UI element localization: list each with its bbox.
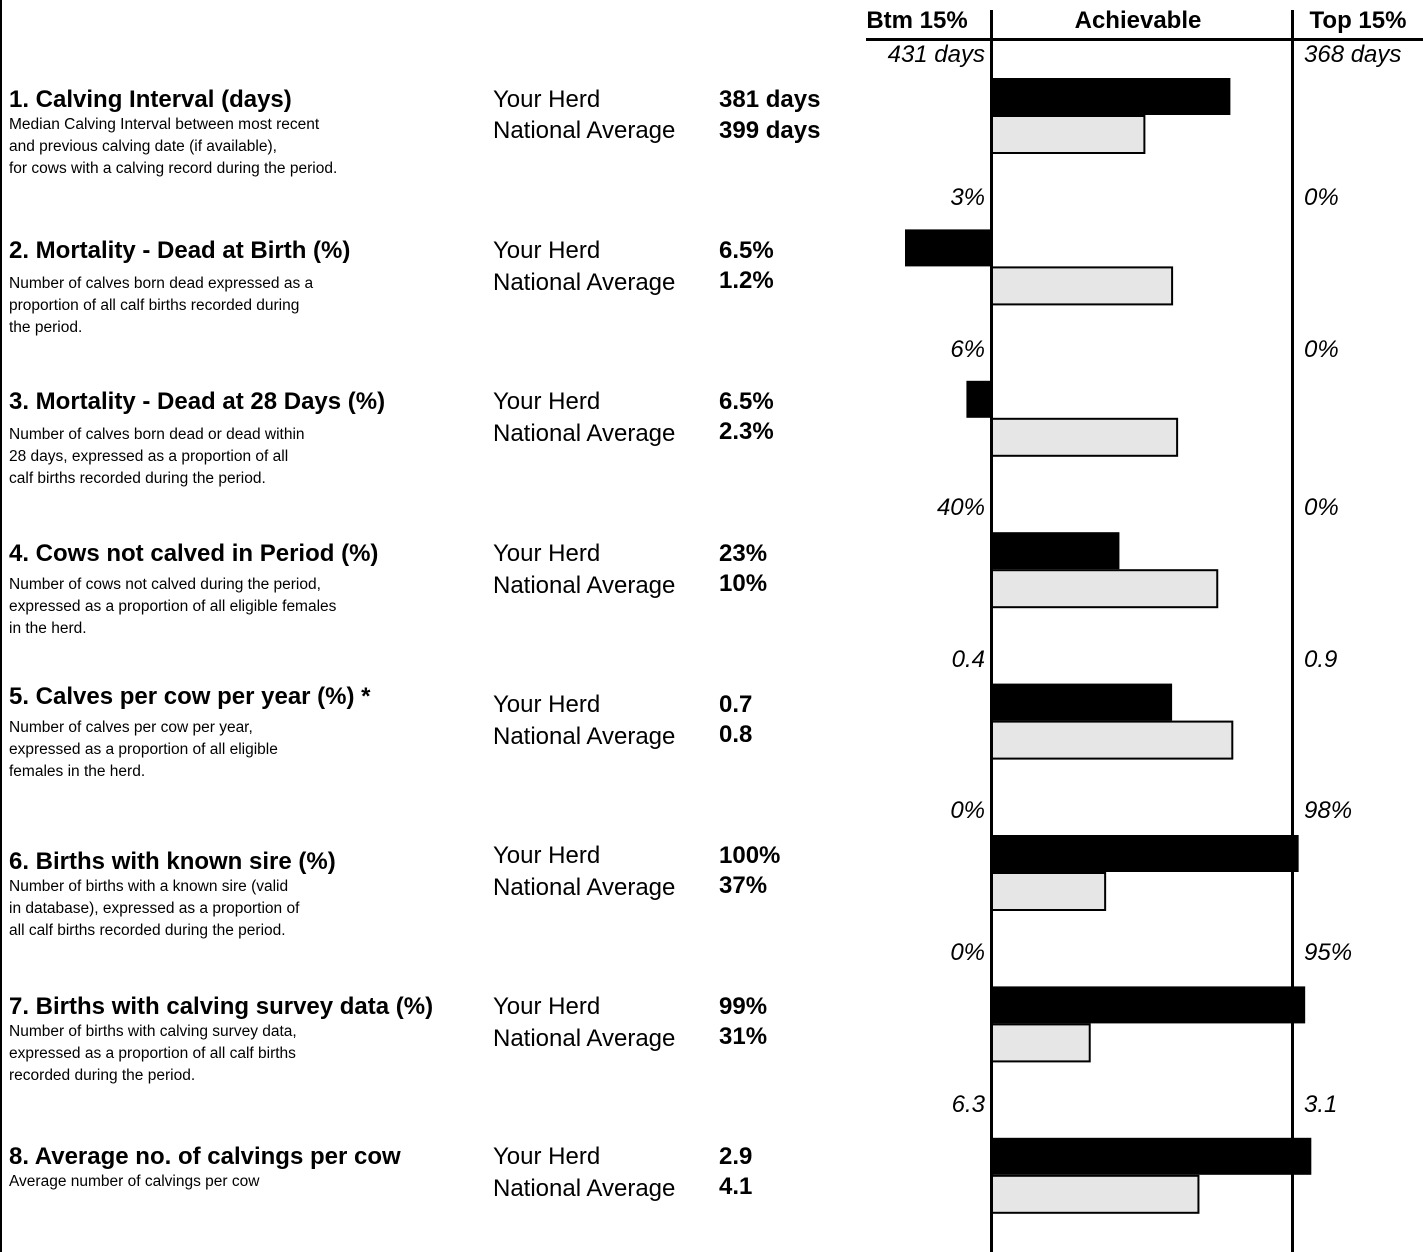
metric-block: 3. Mortality - Dead at 28 Days (%) Numbe… [9,388,489,490]
national-average-label: National Average [493,1025,676,1052]
national-average-label: National Average [493,723,676,750]
national-average-label: National Average [493,1175,676,1202]
metric-description: Median Calving Interval between most rec… [9,116,338,177]
national-average-value: 10% [719,570,768,597]
header-achievable: Achievable [1074,7,1202,34]
bottom-15-value: 6% [950,336,985,363]
your-herd-bar [991,532,1120,570]
bottom-15-reference-line [990,10,993,1252]
metric-title: 7. Births with calving survey data (%) [9,993,434,1020]
your-herd-bar [905,229,992,267]
your-herd-label: Your Herd [493,691,601,718]
national-average-bar [990,720,1234,760]
your-herd-bar [991,835,1299,872]
metric-title: 4. Cows not calved in Period (%) [9,540,379,567]
your-herd-label: Your Herd [493,1143,601,1170]
national-average-value: 4.1 [719,1173,753,1200]
national-average-value: 1.2% [719,267,774,294]
metric-description: Number of births with a known sire (vali… [9,878,300,939]
national-average-value: 2.3% [719,418,774,445]
top-15-value: 0.9 [1304,646,1338,673]
your-herd-label: Your Herd [493,842,601,869]
your-herd-value: 0.7 [719,691,753,718]
bottom-15-value: 6.3 [951,1091,985,1118]
your-herd-value: 99% [719,993,768,1020]
metric-title: 8. Average no. of calvings per cow [9,1143,401,1170]
national-average-value: 31% [719,1023,768,1050]
metric-description: Number of births with calving survey dat… [9,1023,297,1084]
bottom-15-value: 0% [950,797,985,824]
metric-description: Number of calves born dead expressed as … [9,275,314,336]
metric-title: 5. Calves per cow per year (%) * [9,683,371,710]
national-average-bar [990,115,1146,154]
metric-description: Number of calves born dead or dead withi… [9,426,305,487]
your-herd-value: 6.5% [719,388,774,415]
metric-block: 2. Mortality - Dead at Birth (%) Number … [9,237,489,339]
metric-block: 4. Cows not calved in Period (%) Number … [9,540,489,640]
national-average-label: National Average [493,874,676,901]
top-15-reference-line [1291,10,1294,1252]
metric-block: 7. Births with calving survey data (%) N… [9,993,489,1087]
header-rule [866,38,1423,41]
top-15-value: 0% [1304,184,1339,211]
your-herd-value: 100% [719,842,781,869]
national-average-value: 399 days [719,117,821,144]
national-average-bar [990,872,1107,911]
metric-block: 1. Calving Interval (days) Median Calvin… [9,86,489,180]
bottom-15-value: 0% [950,939,985,966]
national-average-bar [990,569,1219,609]
header-bottom-15: Btm 15% [866,7,968,34]
bottom-15-value: 431 days [887,41,985,68]
your-herd-label: Your Herd [493,388,601,415]
metric-title: 3. Mortality - Dead at 28 Days (%) [9,388,386,415]
header-top-15: Top 15% [1309,7,1407,34]
page-left-border [0,0,2,1252]
your-herd-value: 23% [719,540,768,567]
national-average-bar [990,417,1179,457]
metric-description: Average number of calvings per cow [9,1173,260,1190]
your-herd-value: 2.9 [719,1143,753,1170]
your-herd-bar [991,78,1231,115]
your-herd-value: 6.5% [719,237,774,264]
national-average-bar [990,1023,1091,1063]
national-average-bar [990,266,1174,306]
top-15-value: 0% [1304,336,1339,363]
top-15-value: 98% [1304,797,1353,824]
your-herd-label: Your Herd [493,540,601,567]
top-15-value: 3.1 [1304,1091,1338,1118]
bottom-15-value: 40% [936,494,985,521]
metric-title: 2. Mortality - Dead at Birth (%) [9,237,351,264]
your-herd-label: Your Herd [493,237,601,264]
metric-block: 8. Average no. of calvings per cow Avera… [9,1143,489,1193]
top-15-value: 0% [1304,494,1339,521]
metric-block: 6. Births with known sire (%) Number of … [9,848,489,942]
national-average-label: National Average [493,117,676,144]
top-15-value: 95% [1304,939,1353,966]
metric-description: Number of calves per cow per year, expre… [9,719,278,780]
national-average-label: National Average [493,420,676,447]
metric-description: Number of cows not calved during the per… [9,576,337,637]
your-herd-bar [991,986,1306,1024]
national-average-label: National Average [493,269,676,296]
your-herd-value: 381 days [719,86,821,113]
your-herd-bar [966,380,992,418]
bottom-15-value: 3% [950,184,985,211]
your-herd-label: Your Herd [493,86,601,113]
national-average-bar [990,1174,1200,1214]
bottom-15-value: 0.4 [951,646,985,673]
national-average-value: 37% [719,872,768,899]
your-herd-bar [991,683,1173,721]
your-herd-label: Your Herd [493,993,601,1020]
metric-title: 6. Births with known sire (%) [9,848,336,875]
top-15-value: 368 days [1304,41,1402,68]
national-average-label: National Average [493,572,676,599]
national-average-value: 0.8 [719,721,753,748]
your-herd-bar [991,1137,1312,1175]
metric-title: 1. Calving Interval (days) [9,86,292,113]
metric-block: 5. Calves per cow per year (%) * Number … [9,683,489,783]
